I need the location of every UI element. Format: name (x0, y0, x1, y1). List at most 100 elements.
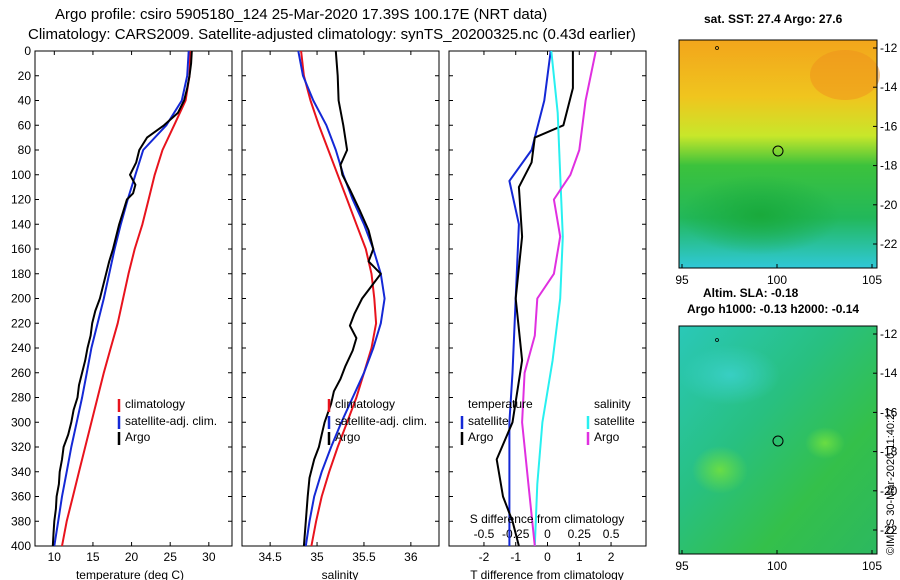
salinity-xlabel: salinity (322, 568, 359, 580)
series-line-satellite-adj-clim- (53, 50, 190, 547)
x2-tick-label: 0 (544, 527, 551, 541)
depth-tick-label: 400 (11, 539, 31, 553)
legend-label-argo: Argo (125, 430, 151, 444)
x-tick-label: -2 (479, 550, 490, 564)
map-lat-label: -20 (880, 198, 898, 212)
x-tick-label: 25 (164, 550, 178, 564)
small-marker (715, 338, 719, 342)
sst-map-title: sat. SST: 27.4 Argo: 27.6 (704, 12, 843, 26)
depth-tick-label: 200 (11, 292, 31, 306)
chart-title-line-1: Argo profile: csiro 5905180_124 25-Mar-2… (55, 6, 548, 23)
depth-tick-label: 220 (11, 316, 31, 330)
sla-low-region-2 (692, 446, 748, 494)
sst-cool-region (680, 175, 840, 255)
depth-tick-label: 300 (11, 415, 31, 429)
sst-warm-region (810, 50, 880, 100)
map-lon-label: 95 (675, 273, 689, 287)
depth-tick-label: 80 (18, 143, 32, 157)
depth-tick-label: 120 (11, 193, 31, 207)
small-marker (715, 46, 719, 50)
legend-header-salinity: salinity (594, 397, 631, 411)
legend-label-sal-argo: Argo (594, 430, 620, 444)
argo-location-marker (772, 145, 784, 157)
series-line-climatology (300, 50, 378, 547)
depth-tick-label: 0 (24, 44, 31, 58)
x-tick-label: 10 (48, 550, 62, 564)
depth-tick-label: 380 (11, 514, 31, 528)
salinity-difference-xlabel: S difference from climatology (470, 512, 625, 526)
series-line-salinity-argo (521, 50, 597, 547)
temperature-difference-xlabel: T difference from climatology (470, 568, 624, 580)
x-tick-label: 2 (608, 550, 615, 564)
credit-text: ©IMOS 30-Mar-2020 11:40:27 (885, 407, 897, 555)
depth-tick-label: 20 (18, 69, 32, 83)
sla-map-title-line-2: Argo h1000: -0.13 h2000: -0.14 (687, 302, 860, 316)
x-tick-label: 36 (404, 550, 418, 564)
depth-tick-label: 260 (11, 366, 31, 380)
depth-tick-label: 100 (11, 168, 31, 182)
series-line-satellite-adj-clim- (297, 50, 386, 547)
map-lat-label: -12 (880, 41, 898, 55)
legend-label-satellite: satellite-adj. clim. (125, 414, 217, 428)
difference-plot-area (448, 50, 647, 547)
legend-label-temp-argo: Argo (468, 430, 494, 444)
salinity-plot-area (241, 50, 440, 547)
depth-tick-label: 140 (11, 217, 31, 231)
legend-label-climatology: climatology (125, 397, 185, 411)
series-line-salinity-satellite (533, 50, 564, 547)
map-lon-label: 100 (767, 273, 787, 287)
chart-title-line-2: Climatology: CARS2009. Satellite-adjuste… (28, 26, 636, 43)
legend-label-temp-satellite: satellite (468, 414, 509, 428)
map-lon-label: 100 (767, 559, 787, 573)
x-tick-label: -1 (510, 550, 521, 564)
x-tick-label: 34.5 (258, 550, 282, 564)
x2-tick-label: 0.5 (603, 527, 620, 541)
legend-label-argo: Argo (335, 430, 361, 444)
map-lat-label: -12 (880, 327, 898, 341)
temperature-legend: climatology satellite-adj. clim. Argo (117, 397, 217, 445)
sst-map-frame (678, 39, 878, 269)
depth-tick-label: 240 (11, 341, 31, 355)
depth-tick-label: 340 (11, 465, 31, 479)
depth-tick-label: 320 (11, 440, 31, 454)
map-lon-label: 105 (862, 559, 882, 573)
depth-tick-label: 60 (18, 118, 32, 132)
map-lat-label: -14 (880, 80, 898, 94)
map-lon-label: 95 (675, 559, 689, 573)
map-lat-label: -20 (880, 484, 898, 498)
map-lat-label: -22 (880, 523, 898, 537)
series-line-argo (51, 50, 193, 547)
x-tick-label: 20 (125, 550, 139, 564)
sla-map-title-line-1: Altim. SLA: -0.18 (703, 286, 799, 300)
depth-tick-label: 180 (11, 267, 31, 281)
x2-tick-label: -0.5 (474, 527, 495, 541)
depth-tick-label: 360 (11, 490, 31, 504)
temperature-panel: 10 15 20 25 30 climatology satellite-adj. cl… (11, 44, 233, 580)
series-line-temperature-satellite (508, 50, 552, 546)
sla-low-region (805, 427, 845, 459)
map-lat-label: -22 (880, 237, 898, 251)
sla-map-frame (678, 325, 878, 555)
depth-tick-label: 280 (11, 391, 31, 405)
temperature-plot-area (34, 50, 233, 547)
x-tick-label: 35 (310, 550, 324, 564)
salinity-panel: 34.5 35 35.5 36 climatology satellite-adj. … (241, 50, 440, 580)
x-tick-label: 15 (86, 550, 100, 564)
series-line-argo (302, 50, 382, 547)
argo-location-marker (772, 435, 784, 447)
sla-map: 95 100 105 -12 -14 -16 -18 -20 -22 (675, 325, 898, 573)
legend-label-climatology: climatology (335, 397, 395, 411)
salinity-legend: climatology satellite-adj. clim. Argo (327, 397, 427, 445)
temperature-xlabel: temperature (deg C) (76, 568, 184, 580)
series-line-climatology (61, 50, 192, 547)
map-lat-label: -16 (880, 119, 898, 133)
legend-header-temperature: temperature (468, 397, 533, 411)
map-lat-label: -18 (880, 159, 898, 173)
sst-map: 95 100 105 -12 -14 -16 -18 -20 -22 (675, 39, 898, 287)
depth-tick-label: 160 (11, 242, 31, 256)
x-tick-label: 1 (576, 550, 583, 564)
sla-high-region (680, 345, 780, 405)
map-lat-label: -16 (880, 405, 898, 419)
x-tick-label: 0 (544, 550, 551, 564)
